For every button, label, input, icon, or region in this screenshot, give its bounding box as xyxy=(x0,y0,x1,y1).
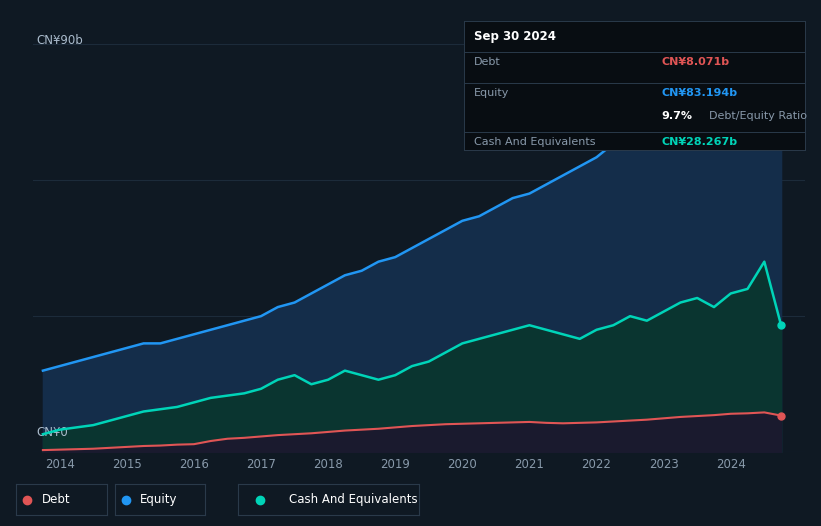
Text: CN¥8.071b: CN¥8.071b xyxy=(662,57,730,67)
Text: Sep 30 2024: Sep 30 2024 xyxy=(474,30,556,43)
Text: CN¥83.194b: CN¥83.194b xyxy=(662,88,737,98)
Text: 9.7%: 9.7% xyxy=(662,112,692,122)
Text: Debt: Debt xyxy=(42,493,71,506)
Text: CN¥90b: CN¥90b xyxy=(37,34,84,47)
Text: Cash And Equivalents: Cash And Equivalents xyxy=(289,493,417,506)
Text: Debt: Debt xyxy=(474,57,501,67)
Text: CN¥0: CN¥0 xyxy=(37,427,68,439)
Text: Equity: Equity xyxy=(140,493,177,506)
Text: Debt/Equity Ratio: Debt/Equity Ratio xyxy=(709,112,807,122)
Text: Equity: Equity xyxy=(474,88,510,98)
Text: Cash And Equivalents: Cash And Equivalents xyxy=(474,137,595,147)
Text: CN¥28.267b: CN¥28.267b xyxy=(662,137,737,147)
